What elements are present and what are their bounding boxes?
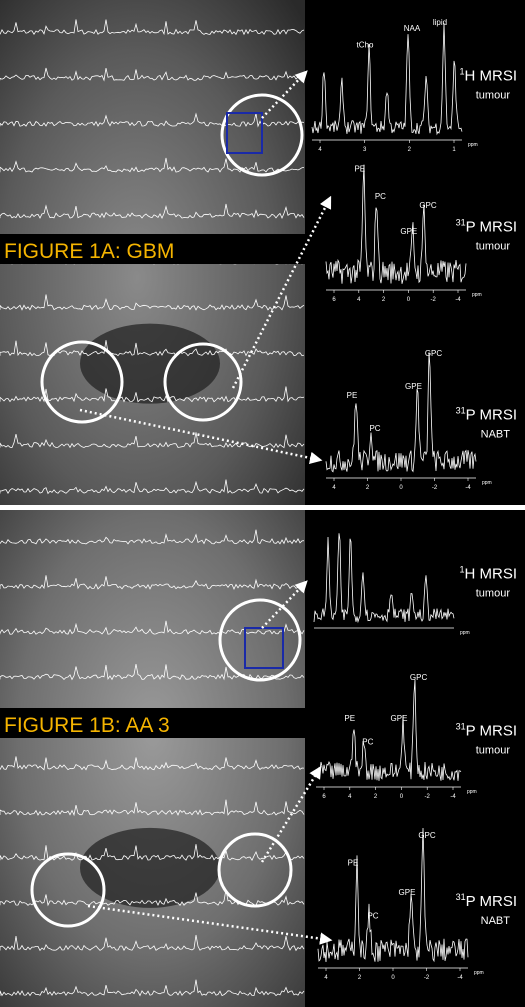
nucleus-name: P MRSI [466, 722, 517, 739]
nucleus-label: 31P MRSI [456, 721, 517, 739]
peak-label: GPC [418, 831, 436, 840]
peak-label: PC [375, 192, 386, 201]
brain-shadow [80, 324, 220, 404]
tick-label: -4 [465, 485, 471, 491]
region-label: tumour [476, 744, 511, 756]
nucleus-label: 31P MRSI [456, 892, 517, 910]
region-label: tumour [476, 588, 511, 600]
tick-label: -4 [455, 297, 461, 303]
nucleus-mass: 31 [456, 406, 466, 416]
peak-label: PE [348, 859, 359, 868]
peak-label: tCho [357, 41, 374, 50]
region-label: NABT [481, 915, 511, 927]
region-label: NABT [481, 429, 511, 441]
axis-unit: ppm [474, 970, 484, 976]
panel-title: FIGURE 1B: AA 3 [4, 714, 170, 737]
nucleus-mass: 31 [456, 892, 466, 902]
peak-label: GPE [405, 382, 422, 391]
peak-label: GPE [399, 888, 416, 897]
panel-title: FIGURE 1A: GBM [4, 240, 174, 263]
nucleus-name: H MRSI [465, 566, 518, 583]
brain-shadow [80, 828, 220, 908]
axis-unit: ppm [460, 630, 470, 636]
peak-label: GPE [400, 227, 417, 236]
region-label: tumour [476, 90, 511, 102]
tick-label: -4 [450, 794, 456, 800]
axis-unit: ppm [468, 142, 478, 148]
peak-label: PC [367, 912, 378, 921]
region-label: tumour [476, 241, 511, 253]
peak-label: lipid [433, 18, 447, 27]
figure: FIGURE 1A: GBM4321ppmtChoNAAlipid1H MRSI… [0, 0, 525, 1007]
nucleus-mass: 31 [456, 721, 466, 731]
peak-label: GPE [391, 714, 408, 723]
nucleus-label: 31P MRSI [456, 218, 517, 236]
axis-unit: ppm [467, 789, 477, 795]
peak-label: PE [347, 391, 358, 400]
peak-label: GPC [425, 349, 443, 358]
tick-label: -2 [432, 485, 438, 491]
peak-label: PC [362, 738, 373, 747]
nucleus-name: H MRSI [465, 68, 518, 85]
nucleus-name: P MRSI [466, 407, 517, 424]
peak-label: PE [354, 165, 365, 174]
peak-label: GPC [410, 673, 428, 682]
peak-label: PE [344, 714, 355, 723]
axis-unit: ppm [472, 292, 482, 298]
peak-label: PC [369, 424, 380, 433]
nucleus-mass: 31 [456, 218, 466, 228]
axis-unit: ppm [482, 480, 492, 486]
nucleus-label: 31P MRSI [456, 406, 517, 424]
tick-label: -4 [457, 975, 463, 981]
tick-label: -2 [424, 975, 430, 981]
nucleus-label: 1H MRSI [459, 565, 517, 583]
nucleus-name: P MRSI [466, 893, 517, 910]
tick-label: -2 [425, 794, 431, 800]
tick-label: -2 [431, 297, 437, 303]
nucleus-name: P MRSI [466, 219, 517, 236]
peak-label: NAA [404, 24, 421, 33]
peak-label: GPC [419, 201, 437, 210]
nucleus-label: 1H MRSI [459, 67, 517, 85]
